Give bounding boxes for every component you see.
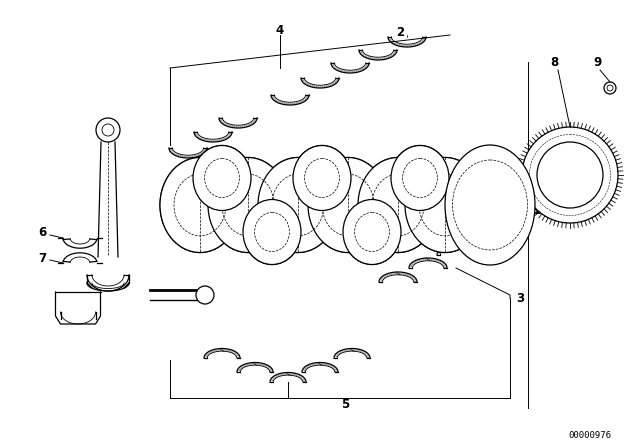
Ellipse shape <box>193 146 251 211</box>
Text: 7: 7 <box>38 251 46 264</box>
Ellipse shape <box>405 158 485 253</box>
Ellipse shape <box>445 145 535 265</box>
Text: 00000976: 00000976 <box>568 431 611 439</box>
Ellipse shape <box>343 199 401 264</box>
Text: 9: 9 <box>594 56 602 69</box>
Circle shape <box>604 82 616 94</box>
Text: 4: 4 <box>276 23 284 36</box>
Ellipse shape <box>343 199 401 264</box>
Circle shape <box>537 142 603 208</box>
Ellipse shape <box>293 146 351 211</box>
Ellipse shape <box>391 146 449 211</box>
Ellipse shape <box>293 146 351 211</box>
Text: 1: 1 <box>533 203 541 216</box>
Ellipse shape <box>308 158 388 253</box>
Ellipse shape <box>196 286 214 304</box>
Ellipse shape <box>96 118 120 142</box>
Ellipse shape <box>258 158 338 253</box>
Text: 2: 2 <box>396 26 404 39</box>
Ellipse shape <box>258 158 338 253</box>
Ellipse shape <box>358 158 438 253</box>
Ellipse shape <box>243 199 301 264</box>
Ellipse shape <box>160 158 240 253</box>
Text: 6: 6 <box>38 227 46 240</box>
Circle shape <box>522 127 618 223</box>
Text: 5: 5 <box>341 399 349 412</box>
Ellipse shape <box>358 158 438 253</box>
Ellipse shape <box>208 158 288 253</box>
Ellipse shape <box>308 158 388 253</box>
Ellipse shape <box>243 199 301 264</box>
Text: 8: 8 <box>550 56 558 69</box>
Ellipse shape <box>193 146 251 211</box>
Ellipse shape <box>405 158 485 253</box>
Text: 3: 3 <box>516 292 524 305</box>
Ellipse shape <box>208 158 288 253</box>
Ellipse shape <box>160 158 240 253</box>
Ellipse shape <box>391 146 449 211</box>
